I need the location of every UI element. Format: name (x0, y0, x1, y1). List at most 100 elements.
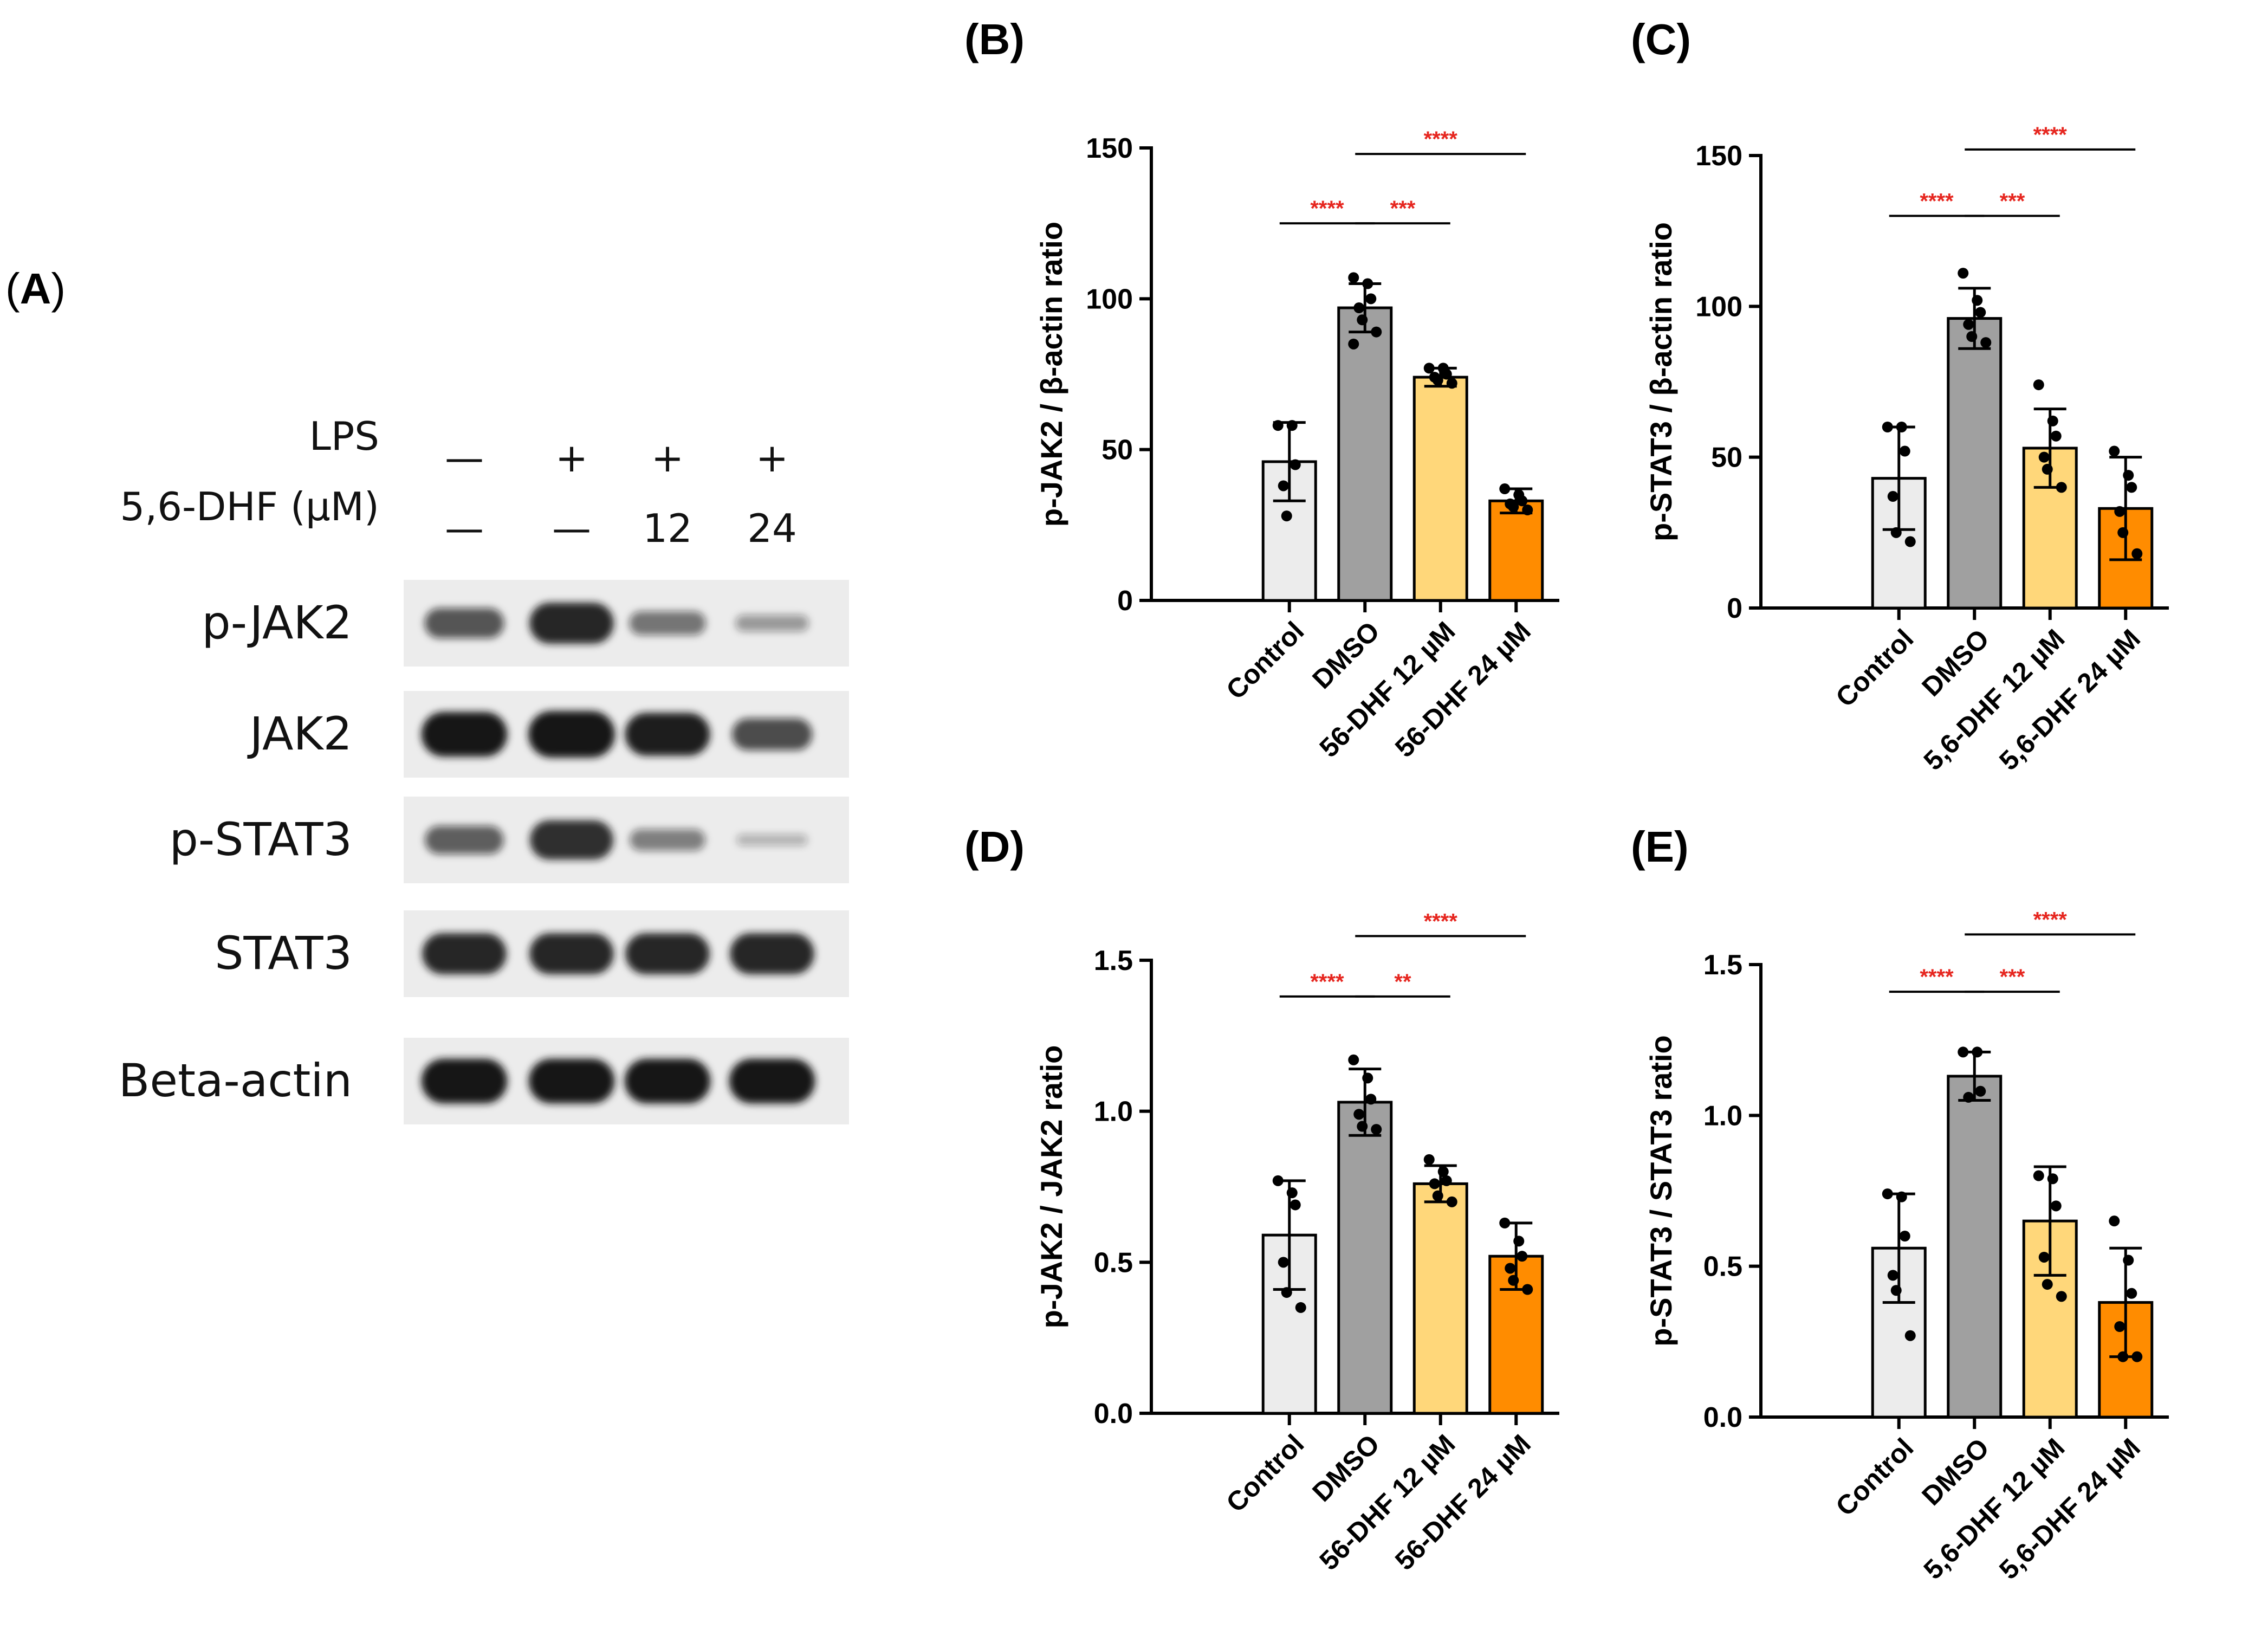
blot-band (528, 1058, 615, 1104)
data-point (2038, 451, 2050, 463)
blot-band (422, 933, 507, 974)
data-point (1980, 337, 1992, 348)
significance-label: **** (2033, 908, 2068, 932)
data-point (1348, 272, 1359, 283)
blot-band (732, 718, 812, 751)
y-tick-label: 0.0 (1703, 1402, 1742, 1433)
condition-label: LPS (309, 413, 379, 459)
blot-rows: p-JAK2 JAK2 p-STAT3 STAT3 Beta-actin (119, 580, 849, 1124)
data-point (1423, 363, 1435, 374)
data-point (2047, 415, 2058, 426)
y-tick-label: 1.5 (1094, 945, 1133, 977)
data-point (1896, 1191, 1907, 1202)
condition-value: — (445, 506, 484, 551)
data-point (2056, 1291, 2067, 1302)
data-point (1362, 1072, 1373, 1084)
y-tick-label: 50 (1101, 435, 1133, 466)
blot-band (421, 1058, 508, 1104)
data-point (1295, 1302, 1306, 1313)
bar (1947, 1075, 2003, 1419)
data-point (1429, 1178, 1440, 1189)
y-axis-label: p-JAK2 / JAK2 ratio (1034, 1045, 1068, 1329)
condition-label: 5,6-DHF (µM) (120, 484, 379, 529)
blot-band (530, 820, 613, 860)
data-point (2114, 1321, 2126, 1332)
condition-value: + (555, 435, 588, 481)
data-point (1278, 480, 1289, 492)
blot-band (529, 603, 614, 644)
significance-label: ** (1394, 970, 1411, 994)
blot-band (421, 712, 508, 757)
y-axis-label: p-STAT3 / STAT3 ratio (1644, 1035, 1678, 1347)
data-point (1899, 1231, 1910, 1241)
bar (1337, 306, 1393, 602)
data-point (1348, 1054, 1359, 1065)
data-point (1353, 302, 1365, 314)
data-point (1887, 491, 1898, 502)
data-point (1365, 293, 1377, 305)
data-point (1517, 1251, 1528, 1262)
bar (1337, 1101, 1393, 1415)
panel-letter: (B) (964, 15, 1025, 63)
y-tick-label: 150 (1086, 133, 1133, 164)
data-point (1522, 505, 1533, 515)
significance-label: **** (1424, 127, 1458, 151)
condition-value: — (552, 506, 591, 551)
data-point (1882, 422, 1893, 432)
data-point (1517, 495, 1528, 507)
data-point (2126, 482, 2137, 493)
data-point (1904, 1330, 1916, 1341)
blot-band (629, 611, 706, 635)
blot-band (424, 608, 504, 638)
blot-band (624, 1058, 711, 1104)
significance-label: **** (1424, 909, 1458, 933)
data-point (1432, 374, 1443, 386)
data-point (1882, 1188, 1893, 1200)
blot-label: p-JAK2 (202, 596, 352, 649)
significance-label: **** (1310, 197, 1344, 221)
data-point (1348, 338, 1359, 350)
data-point (1446, 1196, 1457, 1207)
data-point (2131, 1351, 2143, 1362)
y-axis-label: p-JAK2 / β-actin ratio (1034, 222, 1068, 527)
blot-label: JAK2 (247, 707, 352, 760)
y-tick-label: 50 (1711, 442, 1742, 474)
bar (1412, 376, 1468, 602)
data-point (2033, 1170, 2044, 1181)
data-point (1505, 1263, 1516, 1274)
data-point (1899, 445, 1910, 457)
data-point (1286, 420, 1298, 431)
data-point (1972, 295, 1983, 306)
panel-a-western-blot: (A) LPS — + + +5,6-DHF (µM) — — 12 24 p-JAK2 JAK2… (5, 264, 849, 1124)
data-point (2117, 1351, 2129, 1362)
condition-value: 12 (643, 506, 692, 551)
data-point (1289, 459, 1301, 470)
data-point (1278, 1257, 1289, 1268)
y-tick-label: 0.5 (1094, 1247, 1133, 1278)
blot-label: Beta-actin (119, 1054, 352, 1107)
treatment-conditions: LPS — + + +5,6-DHF (µM) — — 12 24 (120, 413, 797, 551)
data-point (1972, 1046, 1983, 1058)
condition-value: + (651, 435, 684, 481)
panel-letter: (C) (1631, 15, 1691, 63)
data-point (1904, 536, 1916, 547)
blot-band (735, 615, 809, 632)
data-point (1353, 1109, 1365, 1120)
data-point (1896, 422, 1907, 432)
significance-label: **** (2033, 123, 2068, 147)
data-point (1975, 1085, 1986, 1097)
condition-value: — (445, 435, 484, 481)
data-point (1441, 368, 1452, 380)
data-point (1890, 527, 1902, 538)
blot-band (625, 933, 710, 974)
data-point (1499, 483, 1511, 495)
data-point (2033, 379, 2044, 391)
y-tick-label: 1.0 (1703, 1100, 1742, 1131)
data-point (1371, 326, 1382, 338)
blot-band (625, 713, 710, 756)
significance-label: **** (1920, 965, 1954, 989)
blot-band (736, 834, 808, 846)
data-point (2042, 1279, 2053, 1290)
data-point (1508, 501, 1519, 513)
